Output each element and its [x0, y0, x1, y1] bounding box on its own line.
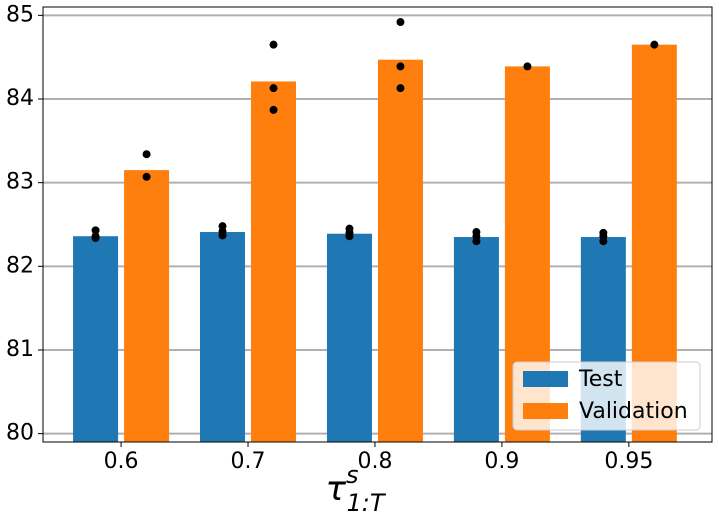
- bar: [453, 237, 499, 442]
- legend: Test Validation: [512, 361, 701, 431]
- x-tick-label: 0.7: [231, 449, 266, 474]
- run-point: [142, 150, 151, 159]
- run-point: [269, 84, 278, 93]
- bar: [124, 170, 170, 442]
- bar: [251, 81, 297, 443]
- run-point: [396, 62, 405, 71]
- run-point: [599, 237, 608, 246]
- y-tick-label: 84: [6, 86, 34, 111]
- run-point: [396, 18, 405, 27]
- y-tick-label: 85: [6, 2, 34, 27]
- run-point: [523, 62, 532, 71]
- legend-label: Test: [578, 367, 623, 392]
- bar: [326, 233, 372, 442]
- run-point: [218, 231, 227, 240]
- plot-frame: [42, 6, 713, 443]
- bar: [73, 236, 119, 442]
- x-tick-label: 0.95: [604, 449, 653, 474]
- bar: [200, 232, 246, 442]
- run-point: [142, 172, 151, 181]
- x-label-sub: 1:T: [346, 489, 386, 517]
- run-point: [91, 233, 100, 242]
- x-tick-label: 0.8: [357, 449, 392, 474]
- legend-swatch: [523, 403, 568, 419]
- run-point: [345, 232, 354, 241]
- x-axis-label: τs 1:T: [325, 461, 386, 517]
- run-point: [91, 226, 100, 235]
- y-tick-label: 81: [6, 337, 34, 362]
- x-label-sup: s: [346, 461, 359, 489]
- x-tick-label: 0.6: [104, 449, 139, 474]
- legend-swatch: [523, 371, 568, 387]
- y-tick-label: 83: [6, 170, 34, 195]
- run-point: [269, 40, 278, 49]
- x-label-base: τ: [325, 469, 346, 509]
- y-tick-label: 82: [6, 253, 34, 278]
- bar: [377, 59, 423, 442]
- x-tick-label: 0.9: [484, 449, 519, 474]
- run-point: [269, 105, 278, 114]
- legend-label: Validation: [579, 399, 688, 424]
- y-tick-label: 80: [6, 421, 34, 446]
- run-point: [472, 237, 481, 246]
- bar-layer: [73, 44, 677, 443]
- run-point: [396, 84, 405, 93]
- run-point: [650, 40, 659, 49]
